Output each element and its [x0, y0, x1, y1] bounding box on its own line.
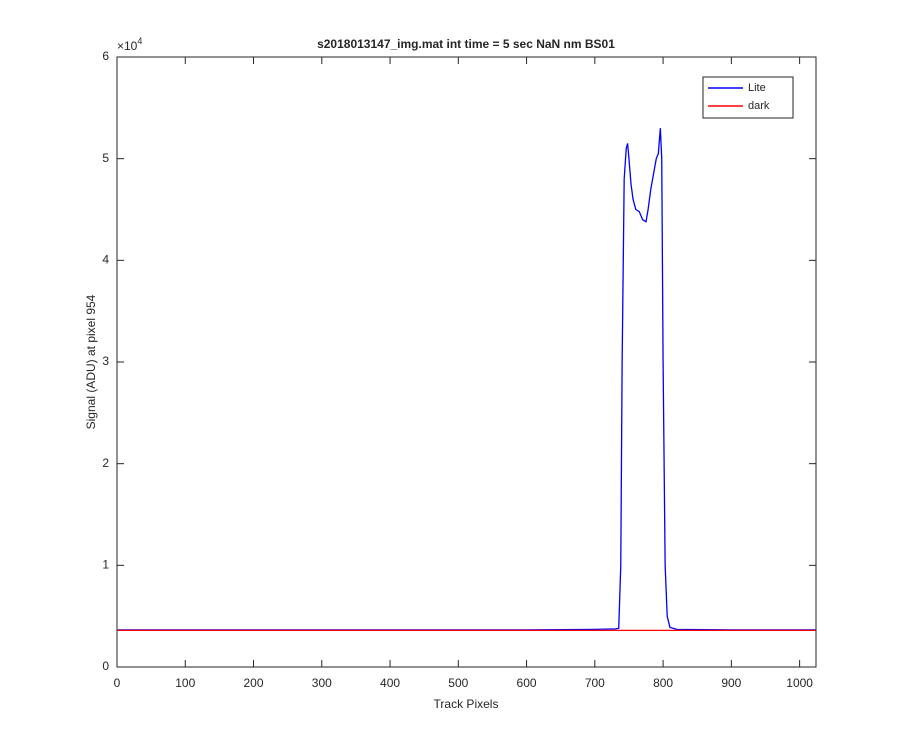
y-tick-label: 1	[102, 558, 109, 572]
x-tick-label: 900	[721, 676, 741, 690]
y-tick-label: 6	[102, 49, 109, 63]
x-tick-label: 600	[517, 676, 537, 690]
x-tick-label: 800	[653, 676, 673, 690]
y-exponent: ×104	[117, 36, 142, 53]
chart-title: s2018013147_img.mat int time = 5 sec NaN…	[317, 37, 615, 51]
x-tick-label: 100	[175, 676, 195, 690]
y-tick-label: 3	[102, 354, 109, 368]
y-tick-label: 0	[102, 659, 109, 673]
x-tick-label: 0	[114, 676, 121, 690]
x-tick-label: 500	[448, 676, 468, 690]
legend-label: dark	[748, 100, 770, 112]
y-exponent-power: 4	[137, 36, 142, 46]
y-axis-label: Signal (ADU) at pixel 954	[84, 294, 98, 429]
legend-box	[702, 76, 794, 119]
x-tick-label: 1000	[786, 676, 813, 690]
x-tick-label: 700	[585, 676, 605, 690]
y-tick-label: 4	[102, 253, 109, 267]
legend-label: Lite	[748, 82, 766, 94]
y-tick-label: 2	[102, 456, 109, 470]
y-exponent-base: ×10	[117, 39, 138, 53]
y-tick-label: 5	[102, 151, 109, 165]
x-tick-label: 400	[380, 676, 400, 690]
x-tick-label: 300	[312, 676, 332, 690]
axes-box	[116, 56, 817, 668]
x-tick-label: 200	[244, 676, 264, 690]
x-axis-label: Track Pixels	[434, 697, 499, 711]
